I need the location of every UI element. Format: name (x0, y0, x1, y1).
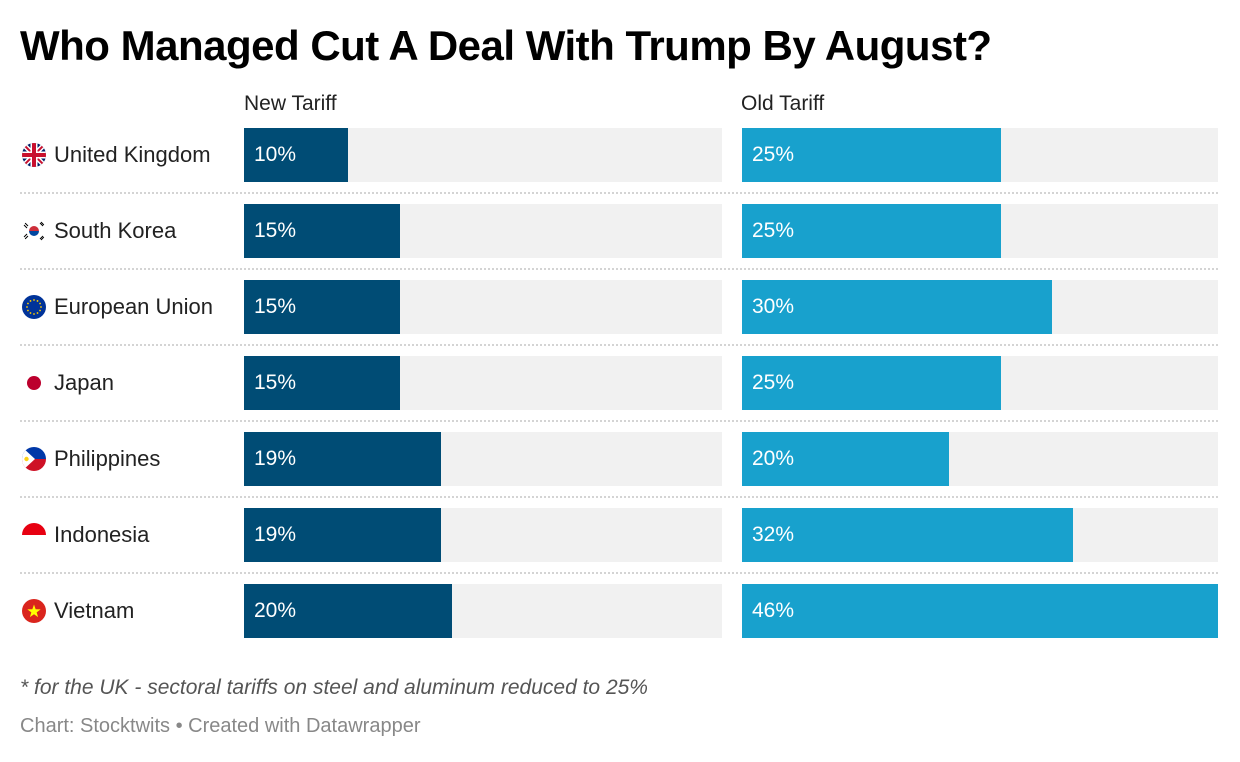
row-divider (20, 420, 1218, 422)
chart-row: Philippines 19% 20% (0, 432, 1240, 486)
data-label: 46% (752, 599, 795, 622)
eu-flag-icon (22, 295, 46, 319)
category-label: South Korea (54, 218, 177, 243)
category-label: Indonesia (54, 522, 150, 547)
bar-track-old-tariff: 25% (742, 128, 1218, 182)
data-label: 25% (752, 371, 795, 394)
bar-track-old-tariff: 30% (742, 280, 1218, 334)
chart-row: European Union 15% 30% (0, 280, 1240, 334)
category-label: Vietnam (54, 598, 135, 623)
footnote: * for the UK - sectoral tariffs on steel… (20, 676, 648, 699)
bar-old-tariff (742, 432, 949, 486)
bar-old-tariff (742, 128, 1001, 182)
data-label: 25% (752, 143, 795, 166)
bar-track-new-tariff: 15% (244, 204, 722, 258)
vietnam-flag-icon (22, 599, 46, 623)
bar-new-tariff (244, 204, 400, 258)
bar-track-new-tariff: 15% (244, 280, 722, 334)
south-korea-flag-icon (22, 219, 46, 243)
bar-old-tariff (742, 584, 1218, 638)
bar-new-tariff (244, 128, 348, 182)
data-label: 20% (254, 599, 297, 622)
category-label: European Union (54, 294, 214, 319)
data-label: 30% (752, 295, 795, 318)
bar-track-old-tariff: 25% (742, 204, 1218, 258)
data-label: 25% (752, 219, 795, 242)
row-divider (20, 496, 1218, 498)
data-label: 15% (254, 295, 297, 318)
data-label: 19% (254, 447, 297, 470)
bar-track-new-tariff: 19% (244, 508, 722, 562)
row-divider (20, 192, 1218, 194)
indonesia-flag-icon (22, 523, 46, 547)
data-label: 10% (254, 143, 297, 166)
chart-credit: Chart: Stocktwits • Created with Datawra… (20, 715, 421, 737)
column-header-new-tariff: New Tariff (244, 92, 337, 115)
row-divider (20, 268, 1218, 270)
bar-old-tariff (742, 280, 1052, 334)
bar-track-old-tariff: 20% (742, 432, 1218, 486)
chart-title: Who Managed Cut A Deal With Trump By Aug… (20, 22, 992, 69)
chart-row: Japan 15% 25% (0, 356, 1240, 410)
data-label: 15% (254, 371, 297, 394)
data-label: 32% (752, 523, 795, 546)
bar-track-old-tariff: 32% (742, 508, 1218, 562)
category-label: Philippines (54, 446, 161, 471)
data-label: 19% (254, 523, 297, 546)
chart-row: Indonesia 19% 32% (0, 508, 1240, 562)
chart-row: Vietnam 20% 46% (0, 584, 1240, 638)
uk-flag-icon (22, 143, 46, 167)
philippines-flag-icon (22, 447, 46, 471)
bar-old-tariff (742, 356, 1001, 410)
bar-old-tariff (742, 204, 1001, 258)
bar-track-new-tariff: 10% (244, 128, 722, 182)
category-label: United Kingdom (54, 142, 211, 167)
bar-track-new-tariff: 19% (244, 432, 722, 486)
bar-new-tariff (244, 508, 441, 562)
chart-row: United Kingdom 10% 25% (0, 128, 1240, 182)
row-divider (20, 572, 1218, 574)
data-label: 15% (254, 219, 297, 242)
category-label: Japan (54, 370, 114, 395)
bar-new-tariff (244, 356, 400, 410)
bar-track-old-tariff: 25% (742, 356, 1218, 410)
row-divider (20, 344, 1218, 346)
column-header-old-tariff: Old Tariff (741, 92, 825, 115)
bar-track-new-tariff: 20% (244, 584, 722, 638)
japan-flag-icon (22, 371, 46, 395)
data-label: 20% (752, 447, 795, 470)
bar-new-tariff (244, 584, 452, 638)
bar-track-old-tariff: 46% (742, 584, 1218, 638)
bar-new-tariff (244, 432, 441, 486)
bar-track-new-tariff: 15% (244, 356, 722, 410)
bar-old-tariff (742, 508, 1073, 562)
chart-row: South Korea 15% 25% (0, 204, 1240, 258)
bar-new-tariff (244, 280, 400, 334)
